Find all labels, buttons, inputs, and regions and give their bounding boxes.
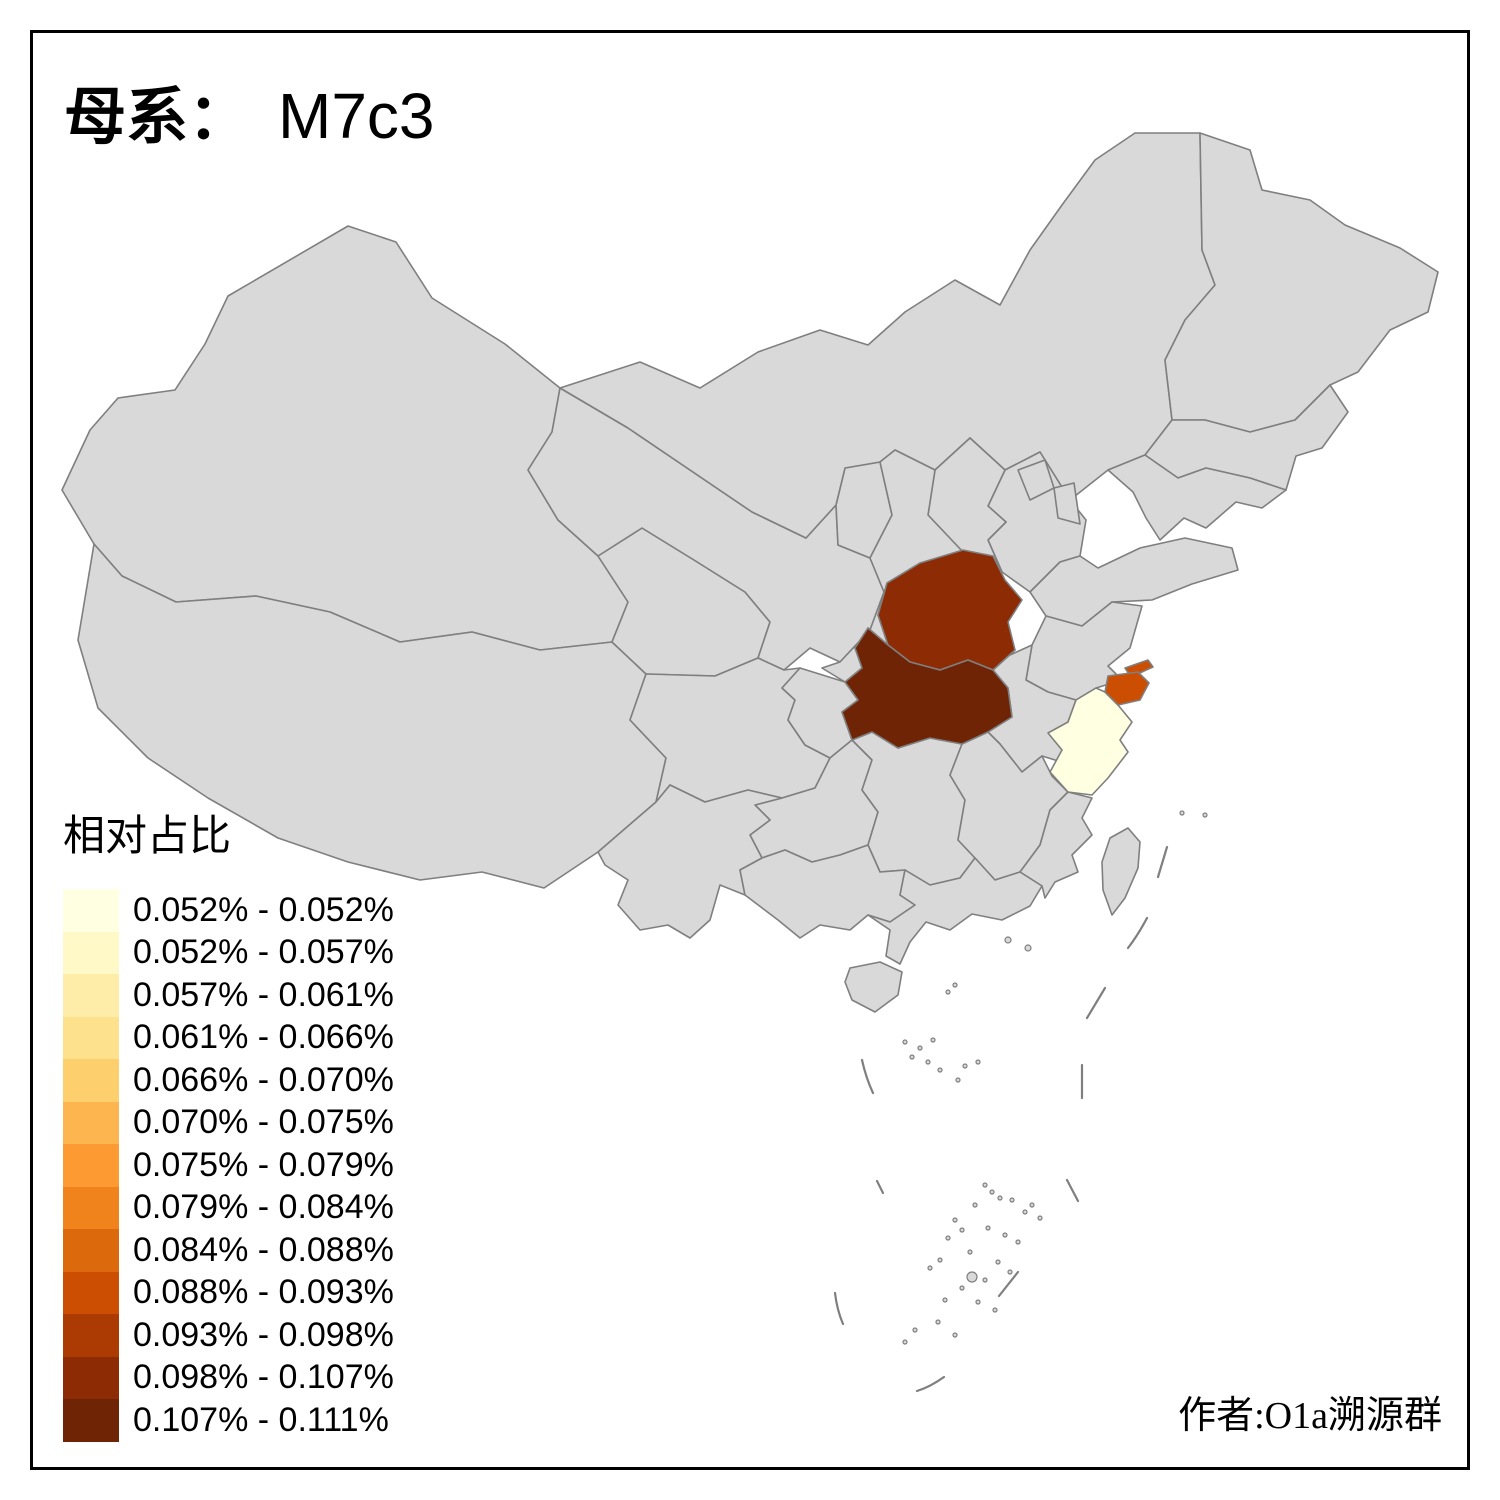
nine-dash-line <box>833 845 1169 1393</box>
legend-item: 0.061% - 0.066% <box>63 1016 394 1059</box>
legend-label: 0.052% - 0.052% <box>133 890 394 929</box>
legend-item: 0.070% - 0.075% <box>63 1101 394 1144</box>
legend-swatch <box>63 1229 119 1272</box>
legend-item: 0.107% - 0.111% <box>63 1399 394 1442</box>
legend-item: 0.093% - 0.098% <box>63 1314 394 1357</box>
province-xinjiang <box>61 225 629 651</box>
province-taiwan <box>1101 827 1141 916</box>
province-shanghai <box>1104 671 1150 706</box>
legend-swatch <box>63 1314 119 1357</box>
legend-swatch <box>63 1059 119 1102</box>
legend-label: 0.070% - 0.075% <box>133 1103 394 1142</box>
province-tianjin <box>1053 482 1081 525</box>
page-title: 母系： M7c3 <box>64 66 435 156</box>
province-hubei <box>841 627 1013 749</box>
province-fujian <box>1019 791 1093 899</box>
legend-item: 0.075% - 0.079% <box>63 1144 394 1187</box>
legend-swatch <box>63 974 119 1017</box>
legend-item: 0.079% - 0.084% <box>63 1186 394 1229</box>
legend-label: 0.075% - 0.079% <box>133 1145 394 1184</box>
legend-swatch <box>63 1186 119 1229</box>
legend-swatch <box>63 1271 119 1314</box>
legend-label: 0.088% - 0.093% <box>133 1273 394 1312</box>
legend-item: 0.052% - 0.052% <box>63 889 394 932</box>
legend-label: 0.093% - 0.098% <box>133 1315 394 1354</box>
legend-item: 0.057% - 0.061% <box>63 974 394 1017</box>
legend-label: 0.061% - 0.066% <box>133 1018 394 1057</box>
legend-swatch <box>63 1399 119 1442</box>
province-hainan <box>844 961 903 1013</box>
legend-label: 0.098% - 0.107% <box>133 1358 394 1397</box>
province-heilongjiang <box>1164 132 1439 433</box>
province-liaoning <box>1107 454 1287 541</box>
legend: 相对占比 0.052% - 0.052% 0.052% - 0.057% 0.0… <box>63 802 394 1442</box>
legend-label: 0.079% - 0.084% <box>133 1188 394 1227</box>
legend-swatch <box>63 1356 119 1399</box>
legend-item: 0.084% - 0.088% <box>63 1229 394 1272</box>
legend-item: 0.052% - 0.057% <box>63 931 394 974</box>
title-prefix: 母系： <box>64 84 251 152</box>
legend-swatch <box>63 931 119 974</box>
legend-swatch <box>63 1016 119 1059</box>
legend-label: 0.052% - 0.057% <box>133 933 394 972</box>
title-haplogroup: M7c3 <box>278 80 435 152</box>
author-credit: 作者:O1a溯源群 <box>1178 1395 1442 1437</box>
province-guangdong <box>867 857 1043 965</box>
legend-item: 0.088% - 0.093% <box>63 1271 394 1314</box>
legend-label: 0.107% - 0.111% <box>133 1400 389 1439</box>
legend-item: 0.066% - 0.070% <box>63 1059 394 1102</box>
legend-title: 相对占比 <box>63 814 232 860</box>
legend-label: 0.066% - 0.070% <box>133 1060 394 1099</box>
legend-swatch <box>63 1144 119 1187</box>
legend-label: 0.057% - 0.061% <box>133 975 394 1014</box>
legend-label: 0.084% - 0.088% <box>133 1230 394 1269</box>
legend-swatch <box>63 1101 119 1144</box>
legend-swatch <box>63 889 119 932</box>
south-china-sea-islands <box>902 810 1208 1345</box>
legend-item: 0.098% - 0.107% <box>63 1356 394 1399</box>
province-shapes <box>61 132 1439 1013</box>
